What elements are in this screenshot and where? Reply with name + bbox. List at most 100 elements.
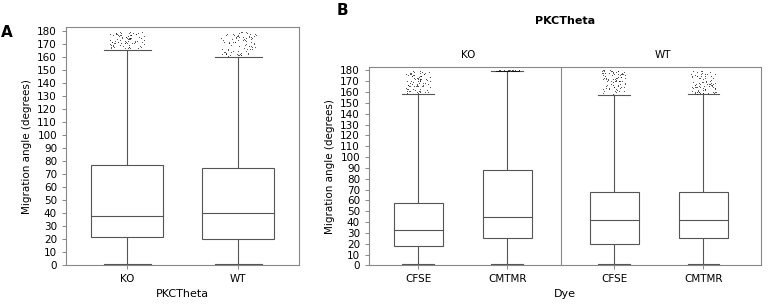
- Point: [690, 92, 702, 96]
- Point: [505, 68, 517, 73]
- Point: [124, 31, 136, 36]
- Point: [694, 76, 706, 81]
- Point: [120, 35, 133, 40]
- Point: [410, 84, 423, 89]
- Point: [691, 70, 703, 75]
- Point: [706, 78, 718, 83]
- Point: [495, 68, 507, 73]
- Point: [709, 90, 722, 95]
- Point: [222, 39, 235, 44]
- Point: [691, 74, 703, 79]
- Point: [416, 83, 429, 88]
- Point: [609, 78, 622, 83]
- Point: [610, 69, 622, 74]
- Point: [699, 87, 711, 92]
- Text: WT: WT: [654, 50, 671, 60]
- Point: [136, 39, 148, 44]
- Point: [124, 33, 137, 38]
- Point: [601, 79, 613, 84]
- Point: [123, 37, 135, 42]
- Point: [116, 35, 128, 40]
- Point: [106, 44, 119, 49]
- Point: [222, 41, 235, 46]
- Point: [699, 76, 711, 81]
- Point: [494, 69, 507, 74]
- Point: [131, 38, 144, 43]
- Point: [410, 81, 423, 86]
- Point: [408, 84, 420, 89]
- Point: [110, 31, 123, 36]
- Point: [596, 70, 608, 75]
- Point: [414, 76, 427, 81]
- Point: [120, 40, 132, 45]
- Point: [501, 68, 514, 73]
- Point: [508, 68, 521, 73]
- Point: [707, 82, 720, 87]
- Point: [414, 74, 427, 78]
- Point: [105, 43, 117, 48]
- Point: [118, 41, 131, 45]
- Point: [603, 86, 615, 91]
- Point: [235, 52, 247, 57]
- Point: [402, 88, 415, 93]
- Point: [691, 84, 703, 89]
- Point: [603, 71, 615, 76]
- Point: [409, 77, 421, 81]
- Point: [407, 86, 420, 91]
- Point: [235, 53, 247, 58]
- Point: [598, 91, 610, 96]
- Point: [510, 68, 522, 73]
- Point: [123, 43, 135, 48]
- Point: [706, 83, 718, 88]
- Point: [707, 90, 720, 95]
- Point: [403, 89, 416, 94]
- Point: [707, 85, 720, 90]
- Point: [414, 73, 427, 78]
- Point: [508, 69, 521, 74]
- Point: [121, 41, 134, 45]
- Point: [249, 45, 261, 50]
- Point: [501, 68, 514, 73]
- Point: [497, 69, 510, 74]
- Bar: [590, 192, 639, 244]
- Point: [702, 82, 715, 87]
- Point: [614, 78, 626, 83]
- Bar: [483, 170, 531, 238]
- Bar: [394, 203, 443, 246]
- Point: [408, 72, 420, 77]
- Point: [687, 80, 699, 84]
- Point: [695, 72, 707, 77]
- Point: [695, 74, 707, 78]
- Point: [108, 45, 120, 49]
- Point: [232, 33, 244, 38]
- Point: [406, 74, 419, 78]
- Point: [497, 68, 510, 73]
- Point: [130, 31, 142, 36]
- Point: [695, 69, 707, 74]
- Point: [124, 36, 136, 41]
- Point: [509, 69, 521, 74]
- Point: [599, 70, 611, 75]
- Point: [223, 41, 235, 45]
- Point: [616, 71, 629, 76]
- Point: [696, 80, 709, 85]
- Point: [699, 87, 711, 92]
- Point: [500, 69, 513, 74]
- Point: [507, 68, 519, 73]
- Point: [248, 41, 260, 46]
- Point: [116, 35, 128, 40]
- Point: [692, 88, 704, 93]
- Point: [687, 69, 699, 74]
- Point: [618, 84, 631, 89]
- Point: [246, 40, 258, 45]
- Point: [238, 37, 250, 42]
- Point: [405, 78, 417, 83]
- Point: [701, 81, 713, 86]
- Point: [498, 68, 510, 73]
- Point: [220, 52, 232, 56]
- Point: [112, 33, 124, 38]
- Point: [510, 69, 522, 74]
- Point: [611, 74, 624, 79]
- Point: [230, 34, 242, 39]
- Point: [216, 47, 228, 52]
